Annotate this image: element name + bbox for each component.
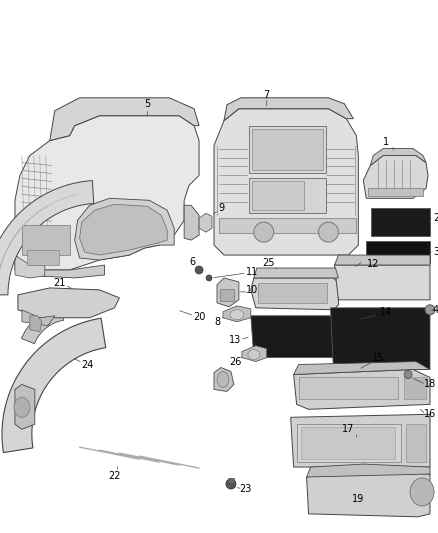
Bar (22, 225, 70, 255)
Polygon shape (15, 260, 105, 278)
Text: 21: 21 (53, 278, 66, 288)
Polygon shape (18, 288, 120, 318)
Bar (406, 424, 426, 462)
Bar (299, 377, 398, 399)
Ellipse shape (254, 222, 274, 242)
Polygon shape (217, 278, 239, 307)
Text: 4: 4 (433, 305, 438, 315)
Text: 10: 10 (246, 285, 258, 295)
Text: 18: 18 (424, 379, 436, 390)
Text: 3: 3 (433, 247, 438, 257)
Ellipse shape (226, 479, 236, 489)
Polygon shape (50, 98, 199, 141)
Polygon shape (184, 205, 199, 240)
Text: 15: 15 (372, 352, 385, 362)
Ellipse shape (217, 372, 229, 387)
Polygon shape (366, 241, 430, 263)
Ellipse shape (318, 222, 339, 242)
Bar (249, 179, 326, 213)
Polygon shape (22, 310, 55, 326)
Polygon shape (0, 181, 94, 295)
Text: 25: 25 (262, 258, 275, 268)
Bar (252, 128, 324, 171)
Polygon shape (15, 384, 35, 429)
Bar (27, 250, 59, 265)
Polygon shape (199, 213, 212, 232)
Polygon shape (330, 308, 430, 369)
Text: 20: 20 (193, 312, 205, 322)
Polygon shape (307, 464, 430, 477)
Bar (368, 188, 423, 196)
Polygon shape (371, 208, 430, 236)
Text: 5: 5 (144, 99, 150, 109)
Polygon shape (214, 368, 234, 391)
Bar (300, 427, 395, 459)
Text: 11: 11 (246, 267, 258, 277)
Polygon shape (293, 369, 430, 409)
Polygon shape (251, 316, 341, 358)
Polygon shape (291, 414, 430, 467)
Polygon shape (370, 149, 426, 165)
Text: 22: 22 (108, 471, 121, 481)
Text: 12: 12 (367, 259, 379, 269)
Ellipse shape (404, 370, 412, 378)
Polygon shape (214, 109, 358, 255)
Text: 13: 13 (229, 335, 241, 345)
Ellipse shape (206, 275, 212, 281)
Polygon shape (242, 345, 267, 361)
Polygon shape (74, 198, 174, 260)
Polygon shape (335, 255, 430, 265)
Text: 6: 6 (189, 257, 195, 267)
Polygon shape (15, 255, 45, 278)
Polygon shape (335, 265, 430, 300)
Polygon shape (363, 156, 428, 198)
Ellipse shape (410, 478, 434, 506)
Polygon shape (2, 318, 106, 453)
Bar (297, 424, 401, 462)
Text: 19: 19 (352, 494, 364, 504)
Text: 2: 2 (433, 213, 438, 223)
Polygon shape (21, 306, 64, 344)
Polygon shape (223, 306, 251, 322)
Bar (404, 377, 426, 399)
Ellipse shape (195, 266, 203, 274)
Bar (258, 283, 328, 303)
Ellipse shape (230, 310, 244, 320)
Polygon shape (307, 471, 430, 517)
Bar (252, 181, 304, 210)
Polygon shape (15, 116, 199, 270)
Text: 14: 14 (380, 307, 392, 317)
Text: 23: 23 (240, 484, 252, 494)
Polygon shape (80, 204, 167, 255)
Polygon shape (254, 268, 339, 278)
Ellipse shape (425, 305, 435, 315)
Text: 7: 7 (264, 90, 270, 100)
Bar (219, 218, 357, 233)
Bar (249, 126, 326, 173)
Bar (228, 478, 234, 483)
Ellipse shape (248, 350, 260, 360)
Ellipse shape (14, 398, 30, 417)
Polygon shape (251, 278, 339, 310)
Polygon shape (30, 316, 42, 332)
Text: 8: 8 (214, 317, 220, 327)
Text: 16: 16 (424, 409, 436, 419)
Polygon shape (224, 98, 353, 120)
Bar (220, 289, 234, 301)
Text: 26: 26 (230, 357, 242, 367)
Polygon shape (293, 361, 430, 375)
Text: 24: 24 (81, 360, 94, 369)
Text: 1: 1 (383, 136, 389, 147)
Text: 9: 9 (218, 203, 224, 213)
Text: 17: 17 (342, 424, 355, 434)
